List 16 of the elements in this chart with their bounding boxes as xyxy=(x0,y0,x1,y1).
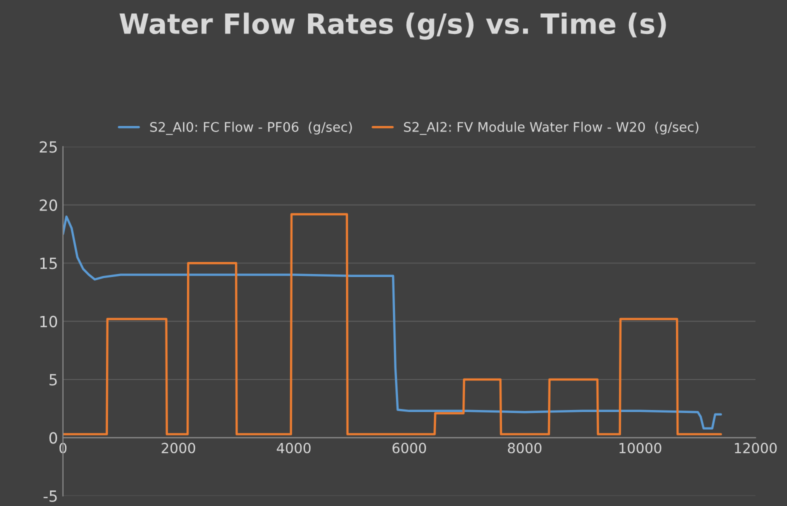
y-tick-label: 20 xyxy=(40,199,58,211)
y-tick-label: 10 xyxy=(40,316,58,328)
chart-title: Water Flow Rates (g/s) vs. Time (s) xyxy=(120,12,666,40)
x-tick-label: 6000 xyxy=(392,442,426,454)
x-tick-label: 10000 xyxy=(620,442,662,454)
y-tick-label: 0 xyxy=(49,432,58,444)
x-tick-label: 4000 xyxy=(276,442,311,454)
legend-label: S2_AI2: FV Module Water Flow - W20 (g/sec) xyxy=(404,122,698,135)
y-tick-label: 15 xyxy=(40,258,57,270)
legend-label: S2_AI0: FC Flow - PF06 (g/sec) xyxy=(150,122,352,135)
x-tick-label: 2000 xyxy=(162,442,196,454)
x-tick-label: 12000 xyxy=(734,442,777,454)
y-tick-label: 5 xyxy=(50,374,57,386)
y-tick-label: 25 xyxy=(40,141,57,153)
y-tick-label: -5 xyxy=(44,490,57,502)
x-tick-label: 8000 xyxy=(508,442,542,454)
